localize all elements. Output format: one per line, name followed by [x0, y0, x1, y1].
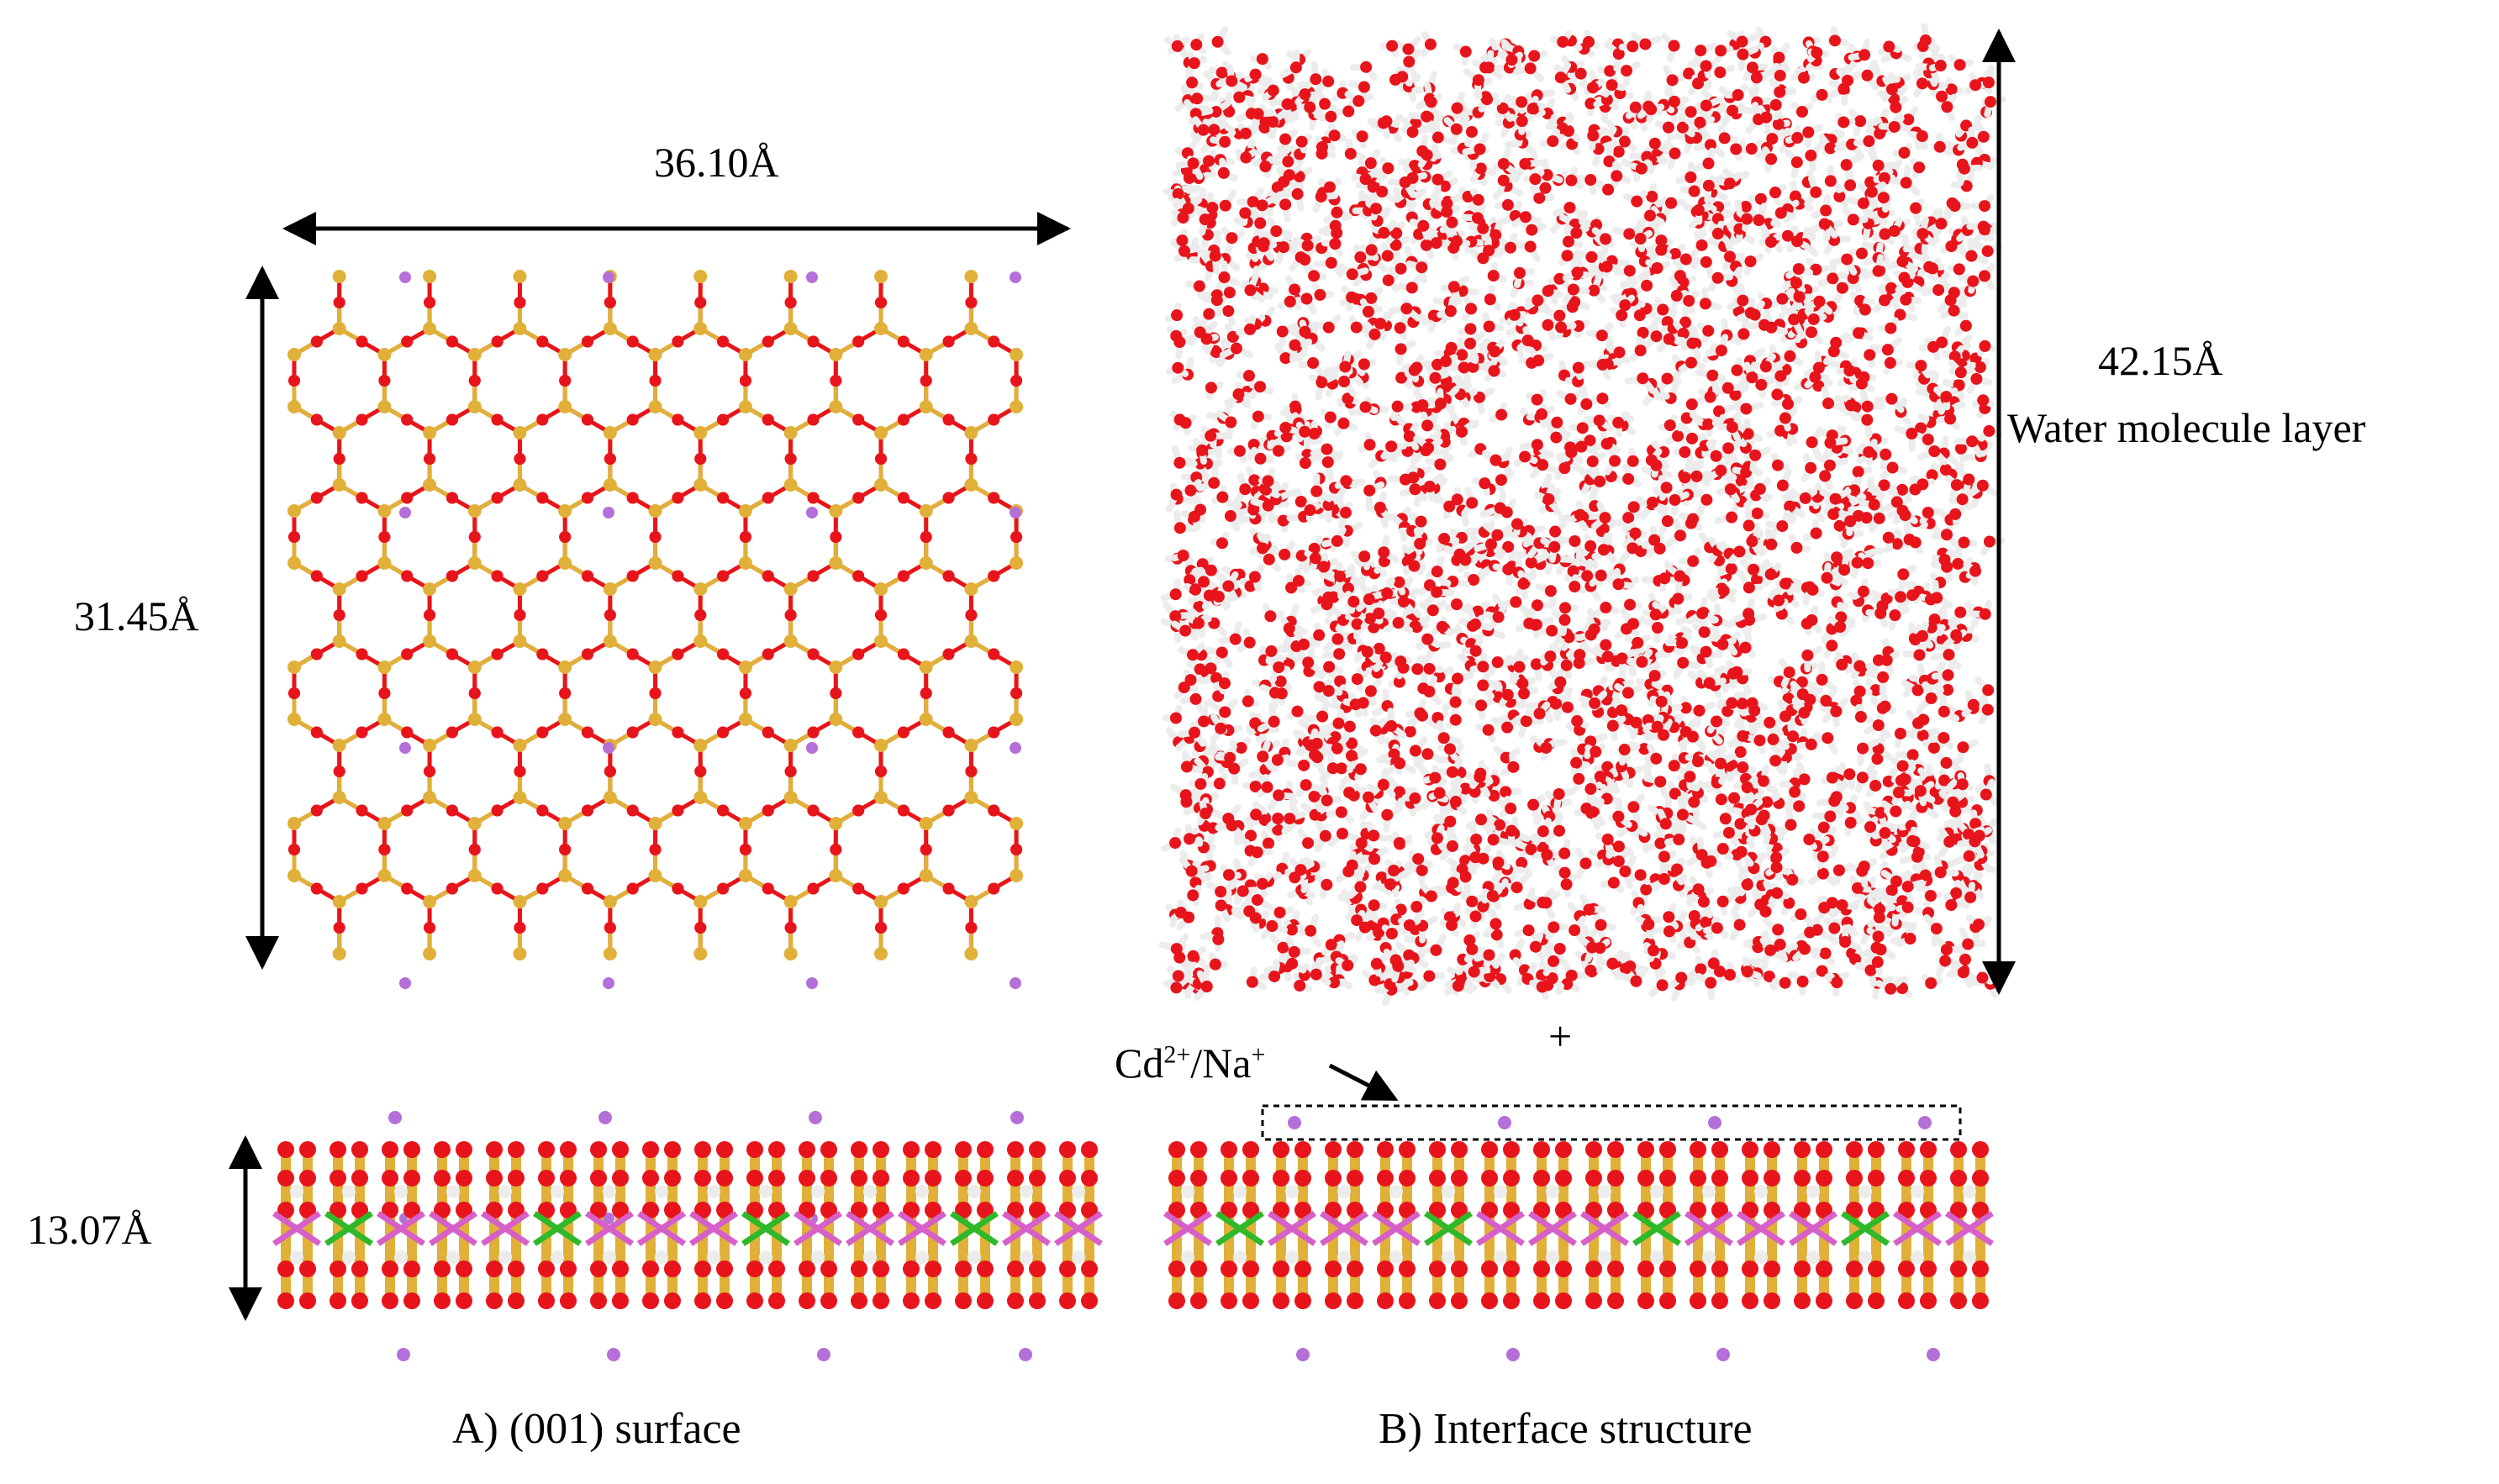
ion-label-sup1: 2+ [1163, 1040, 1190, 1068]
ion-label-mid: /Na [1190, 1039, 1251, 1087]
water-height-label: 42.15Å [2098, 339, 2223, 382]
caption-a: A) (001) surface [452, 1408, 741, 1451]
slab-side-view-a [274, 1111, 1101, 1361]
caption-b: B) Interface structure [1379, 1408, 1753, 1451]
surface-top-view-lattice [287, 270, 1023, 1224]
water-layer-label: Water molecule layer [2007, 407, 2365, 449]
ion-label: Cd2+/Na+ [1115, 1042, 1265, 1084]
height-label: 31.45Å [74, 595, 199, 637]
width-label: 36.10Å [654, 141, 779, 183]
ion-label-sup2: + [1251, 1040, 1265, 1068]
ion-layer-box [1263, 1106, 1960, 1139]
slab-side-view-b [1165, 1116, 1992, 1361]
ion-label-prefix: Cd [1115, 1039, 1163, 1087]
ion-pointer-arrow [1330, 1066, 1395, 1099]
water-molecule-box [1163, 27, 2003, 1003]
thickness-label: 13.07Å [27, 1208, 152, 1250]
plus-sign: + [1548, 1015, 1572, 1057]
